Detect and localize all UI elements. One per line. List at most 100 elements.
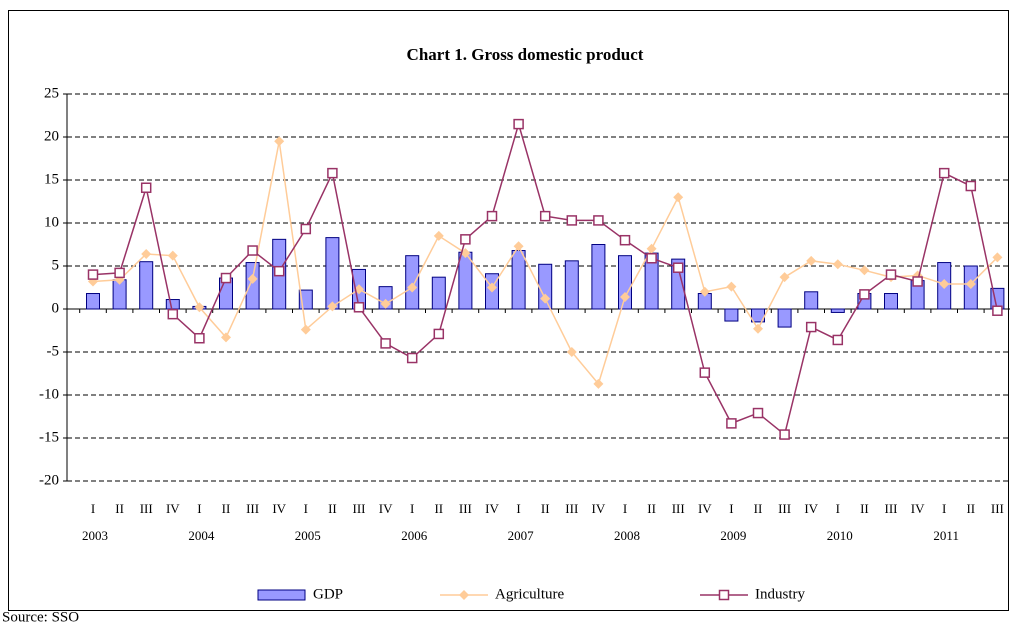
point [646, 243, 657, 254]
year-label: 2003 [82, 528, 108, 543]
point [460, 234, 471, 245]
point [673, 192, 684, 203]
year-label: 2005 [295, 528, 321, 543]
point [380, 298, 391, 309]
x-tick-label: III [246, 501, 259, 516]
x-tick-label: IV [166, 501, 180, 516]
point [539, 210, 551, 222]
point [859, 289, 870, 300]
point [699, 367, 711, 378]
chart-frame [8, 10, 1009, 611]
y-tick-label: 0 [52, 300, 60, 316]
point [433, 328, 445, 340]
bar [245, 262, 260, 310]
legend-label: Industry [755, 586, 805, 602]
point [939, 279, 950, 290]
point [718, 589, 730, 601]
point [513, 118, 524, 130]
x-tick-label: III [459, 501, 472, 516]
point [965, 180, 977, 192]
bar [405, 255, 420, 310]
point [220, 272, 232, 284]
x-tick-label: II [754, 501, 763, 516]
x-tick-label: I [729, 501, 733, 516]
y-tick-label: -15 [39, 429, 59, 445]
point [247, 273, 258, 284]
point [779, 272, 790, 283]
point [540, 293, 551, 304]
point [353, 302, 365, 313]
x-tick-label: II [222, 501, 231, 516]
x-tick-label: IV [804, 501, 818, 516]
point [992, 252, 1003, 263]
x-tick-label: II [647, 501, 656, 516]
point [965, 279, 976, 290]
point [620, 291, 630, 302]
point [433, 230, 444, 241]
x-tick-label: I [91, 501, 95, 516]
point [806, 255, 817, 266]
point [486, 210, 498, 222]
point [646, 253, 657, 264]
bar [724, 308, 739, 322]
point [221, 332, 231, 343]
point [912, 276, 923, 287]
x-tick-label: II [115, 501, 124, 516]
point [273, 265, 285, 277]
bar [431, 276, 446, 310]
bar [86, 293, 100, 310]
point [938, 167, 950, 179]
x-tick-label: I [836, 501, 840, 516]
point [141, 248, 152, 259]
point [459, 590, 469, 600]
year-label: 2010 [827, 528, 853, 543]
y-tick-label: -20 [39, 472, 59, 488]
x-tick-label: IV [698, 501, 712, 516]
point [832, 259, 843, 270]
bar [884, 293, 898, 310]
point [593, 378, 604, 389]
x-tick-label: III [140, 501, 153, 516]
y-tick-label: 20 [44, 128, 59, 144]
point [885, 269, 897, 280]
point [752, 407, 764, 419]
x-tick-label: IV [379, 501, 393, 516]
x-tick-label: III [353, 501, 366, 516]
point [992, 305, 1003, 316]
point [327, 301, 338, 312]
x-tick-label: III [565, 501, 578, 516]
point [114, 267, 125, 279]
x-tick-label: III [778, 501, 791, 516]
year-label: 2006 [401, 528, 428, 543]
bar [777, 308, 792, 328]
y-tick-label: -5 [47, 343, 60, 359]
point [487, 282, 497, 293]
bar [511, 250, 526, 310]
point [140, 182, 152, 193]
point [194, 302, 205, 313]
x-tick-label: IV [272, 501, 286, 516]
x-tick-label: I [516, 501, 520, 516]
point [805, 321, 817, 333]
x-tick-label: IV [592, 501, 606, 516]
x-tick-label: I [623, 501, 627, 516]
point [513, 241, 524, 252]
bar [591, 244, 606, 310]
x-tick-label: III [991, 501, 1004, 516]
point [619, 234, 631, 246]
point [726, 281, 737, 292]
point [300, 324, 311, 335]
legend-label: Agriculture [495, 586, 564, 602]
y-tick-label: 25 [44, 85, 59, 101]
point [247, 245, 258, 256]
chart-title: Chart 1. Gross domestic product [407, 45, 644, 64]
x-tick-label: II [966, 501, 975, 516]
y-tick-label: 10 [44, 214, 59, 230]
point [753, 323, 763, 334]
bar [325, 237, 340, 310]
legend-swatch [257, 589, 306, 601]
bar [564, 260, 579, 310]
bar [139, 261, 154, 310]
point [87, 269, 99, 280]
